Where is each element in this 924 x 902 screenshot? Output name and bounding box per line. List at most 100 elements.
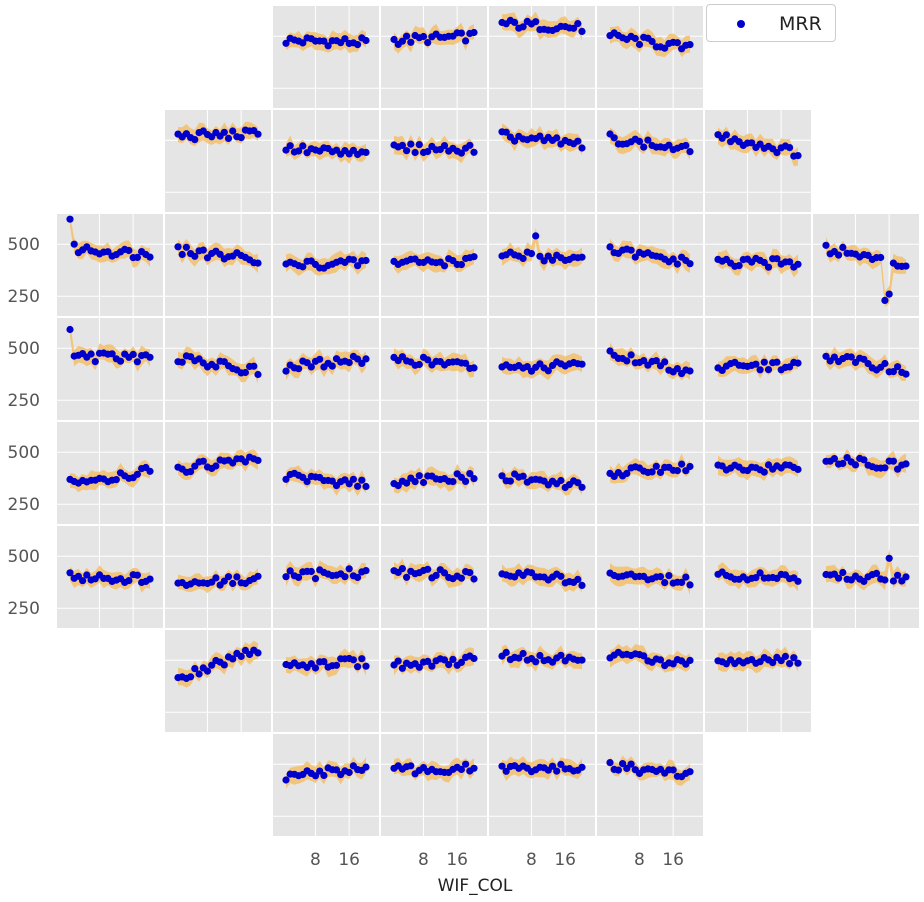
data-point — [686, 462, 694, 471]
data-point — [282, 39, 290, 47]
data-point — [362, 567, 370, 575]
data-point — [282, 573, 290, 581]
data-point — [457, 658, 465, 667]
data-point — [146, 467, 154, 475]
x-tick-label: 8 — [634, 850, 645, 870]
data-point — [578, 253, 586, 261]
panel-r1-c5 — [596, 109, 704, 213]
data-point — [682, 141, 690, 150]
data-point — [79, 577, 87, 585]
panel-background — [488, 629, 596, 733]
panel-r3-c0 — [56, 317, 164, 421]
data-point — [532, 18, 540, 26]
data-point — [673, 365, 682, 373]
data-point — [220, 128, 228, 136]
panel-background — [488, 733, 596, 837]
data-point — [250, 362, 258, 370]
data-point — [282, 367, 290, 375]
data-point — [574, 20, 582, 28]
data-point — [424, 565, 432, 573]
data-point — [254, 259, 262, 267]
data-point — [237, 134, 245, 142]
panel-background — [488, 109, 596, 213]
data-point — [794, 359, 802, 367]
data-point — [295, 365, 303, 373]
data-point — [557, 760, 565, 769]
data-point — [686, 656, 694, 665]
data-point — [224, 573, 233, 581]
data-point — [457, 29, 465, 37]
data-point — [411, 148, 419, 157]
panel-r6-c5 — [596, 629, 704, 733]
panel-background — [380, 733, 488, 837]
data-point — [648, 37, 656, 46]
panel-background — [380, 109, 488, 213]
data-point — [187, 468, 195, 476]
data-point — [466, 569, 474, 577]
data-point — [428, 662, 436, 670]
data-point — [354, 41, 362, 49]
data-point — [686, 260, 694, 268]
data-point — [362, 482, 370, 491]
x-tick-label: 8 — [310, 850, 321, 870]
panel-border — [811, 524, 921, 630]
y-tick-label: 500 — [8, 443, 40, 463]
data-point — [349, 475, 357, 483]
panel-r5-c2 — [272, 525, 380, 629]
data-point — [299, 263, 307, 271]
data-point — [640, 357, 648, 365]
data-point — [133, 470, 141, 478]
panel-r4-c1 — [164, 421, 272, 525]
data-point — [424, 657, 432, 666]
data-point — [502, 648, 510, 657]
panel-background — [272, 5, 380, 109]
panel-r5-c6 — [704, 525, 812, 629]
data-point — [544, 367, 552, 375]
data-point — [462, 760, 470, 768]
data-point — [527, 250, 536, 258]
data-point — [345, 768, 353, 777]
y-tick-label: 250 — [8, 391, 40, 411]
data-point — [889, 457, 898, 465]
data-point — [553, 767, 561, 775]
data-point — [394, 657, 402, 665]
panel-r1-c3 — [380, 109, 488, 213]
data-point — [191, 665, 199, 673]
data-point — [519, 254, 527, 263]
data-point — [195, 670, 203, 678]
data-point — [229, 655, 237, 663]
panel-background — [596, 109, 704, 213]
data-point — [839, 459, 847, 468]
data-point — [191, 252, 199, 260]
panel-r3-c6 — [704, 317, 812, 421]
panel-r6-c4 — [488, 629, 596, 733]
data-point — [457, 149, 465, 157]
data-point — [295, 147, 303, 155]
data-point — [756, 366, 764, 374]
data-point — [303, 478, 311, 486]
data-point — [129, 350, 137, 358]
data-point — [678, 460, 686, 468]
data-point — [536, 651, 544, 660]
data-point — [466, 141, 474, 149]
data-point — [678, 578, 686, 587]
data-point — [656, 573, 665, 581]
data-point — [519, 472, 527, 480]
x-tick-label: 8 — [418, 850, 429, 870]
data-point — [614, 766, 623, 774]
data-point — [470, 148, 478, 156]
data-point — [830, 353, 839, 361]
data-point — [320, 771, 328, 780]
data-point — [307, 567, 315, 576]
data-point — [894, 571, 902, 579]
data-point — [320, 37, 328, 45]
panel-r2-c1 — [164, 213, 272, 317]
panel-r6-c1 — [164, 629, 272, 733]
data-point — [830, 455, 839, 463]
panel-r7-c4 — [488, 733, 596, 837]
data-point — [341, 573, 349, 581]
data-point — [212, 363, 220, 371]
panel-r4-c5 — [596, 421, 704, 525]
panel-r2-c7 — [812, 213, 920, 317]
data-point — [328, 362, 336, 370]
